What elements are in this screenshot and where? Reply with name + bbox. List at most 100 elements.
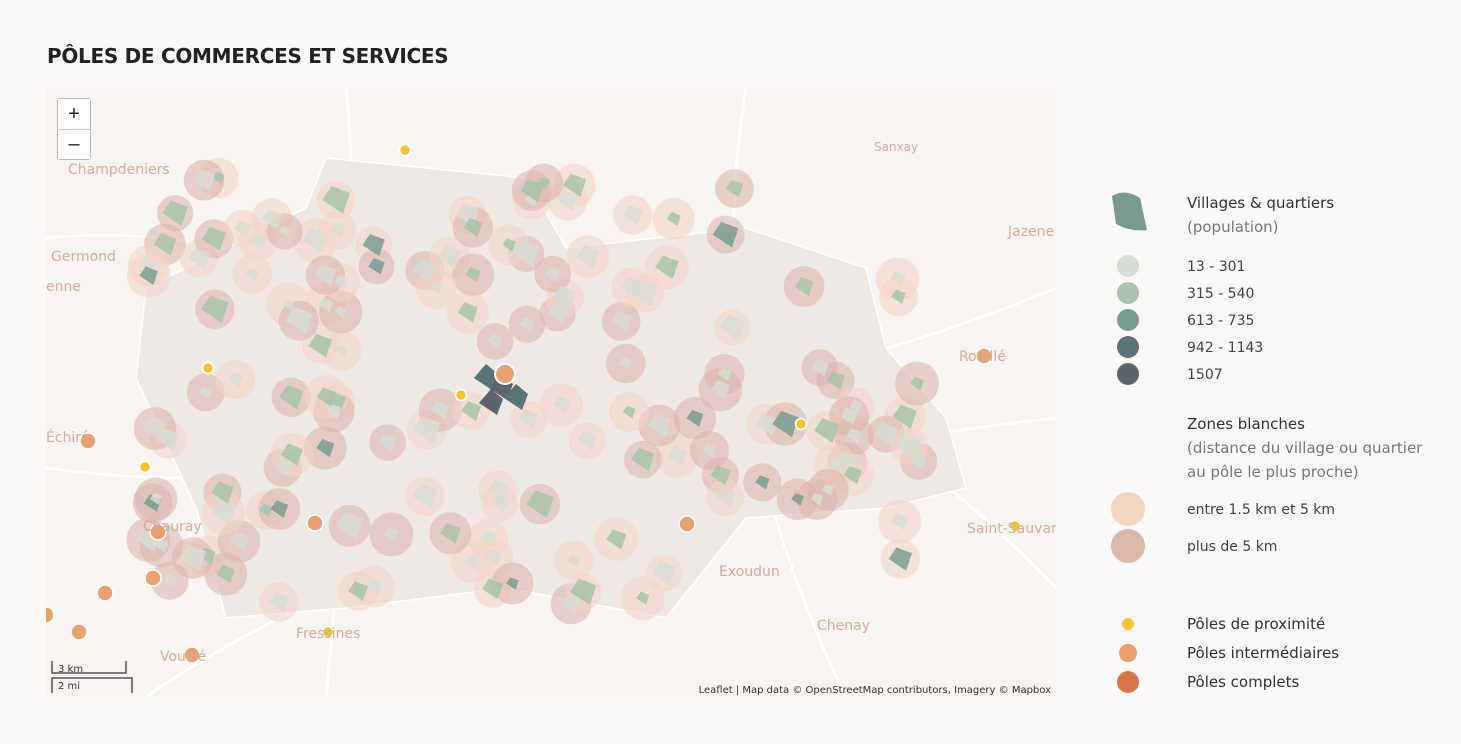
place-label: enne [46, 279, 81, 295]
pole-proximite [794, 417, 808, 431]
legend-label: Pôles complets [1187, 673, 1300, 691]
village-shape [270, 500, 289, 518]
village-shape [892, 404, 917, 429]
legend-swatch [1122, 618, 1134, 630]
legend-subtitle: (distance du village ou quartier [1187, 439, 1423, 457]
village-shape [519, 316, 535, 332]
village-shape [274, 459, 292, 477]
village-shape [686, 409, 704, 427]
place-label: Germond [51, 249, 116, 265]
pole-intermediaire [144, 569, 162, 587]
village-shape [487, 479, 508, 500]
scale-label: 2 mi [58, 681, 80, 692]
village-shape [440, 523, 461, 544]
village-shape [461, 401, 481, 421]
village-shape [710, 465, 731, 486]
place-label: Rouillé [959, 349, 1006, 365]
village-shape [179, 544, 207, 572]
scale-label: 3 km [58, 664, 83, 675]
village-shape [412, 415, 441, 444]
pole-proximite [454, 388, 468, 402]
village-shape [562, 173, 587, 197]
place-label: Exoudun [719, 564, 780, 580]
place-label: Jazene [1007, 224, 1054, 240]
pole-proximite [138, 460, 152, 474]
village-shape [891, 289, 906, 305]
place-label: Vouillé [160, 649, 206, 665]
title: PÔLES DE COMMERCES ET SERVICES [47, 44, 449, 68]
village-shape [302, 228, 328, 254]
place-label: Champdeniers [68, 162, 170, 178]
village-shape [322, 186, 350, 214]
legend-label: plus de 5 km [1187, 539, 1277, 555]
village-shape [843, 466, 862, 485]
village-shape [463, 218, 483, 237]
village-shape [814, 418, 839, 443]
poles [46, 143, 1022, 664]
village-shape [794, 277, 814, 296]
attribution-link[interactable]: Leaflet [699, 685, 733, 696]
village-shape [725, 179, 744, 198]
village-shape [712, 221, 739, 248]
village-shape [280, 443, 303, 466]
village-shape [285, 306, 313, 335]
village-shape [188, 247, 211, 269]
village-shape [791, 492, 804, 506]
village-shape [162, 200, 188, 226]
zoom-out[interactable]: – [58, 129, 90, 159]
village-shape [362, 233, 385, 257]
village-shape [318, 297, 333, 313]
legend-label: 315 - 540 [1187, 286, 1254, 302]
village-shape [465, 267, 481, 283]
village-shape [552, 396, 571, 414]
village-shape [561, 594, 581, 614]
village-shape [552, 286, 577, 310]
village-shape [474, 364, 498, 390]
village-shape [567, 553, 581, 568]
legend-label: Pôles intermédiaires [1187, 644, 1339, 662]
village-shape [506, 577, 519, 590]
village-shape [888, 547, 912, 571]
village-shape [719, 314, 746, 341]
pole-intermediaire [70, 623, 88, 641]
village-shape [348, 581, 368, 601]
village-shape [610, 310, 632, 332]
pole-intermediaire [975, 347, 993, 365]
village-shape [810, 493, 824, 506]
village-shape [412, 258, 437, 283]
village-shape [245, 267, 259, 281]
village-shape [714, 486, 736, 509]
village-shape [314, 264, 337, 287]
village-shape [228, 372, 243, 387]
village-shape [557, 190, 578, 211]
village-shape [479, 389, 503, 415]
village-shape [537, 176, 550, 190]
village-shape [483, 548, 502, 567]
village-shape [636, 591, 650, 605]
village-shape [874, 422, 898, 446]
village-shape [619, 356, 633, 371]
village-shape [308, 333, 332, 358]
village-shape [651, 560, 677, 586]
place-label: Fressines [296, 626, 360, 642]
village-shape [717, 367, 732, 382]
village-shape [755, 413, 778, 436]
attribution-text: | Map data © [733, 685, 806, 696]
village-shape [259, 503, 273, 517]
village-shape [570, 578, 597, 606]
zoom-in[interactable]: + [58, 99, 90, 129]
legend-swatch [1117, 363, 1139, 385]
attribution-link[interactable]: Mapbox [1012, 685, 1051, 696]
scale-bar: 3 km 2 mi [51, 661, 133, 693]
village-shape [576, 245, 600, 269]
village-shape [655, 255, 679, 280]
legend-swatch [1117, 282, 1139, 304]
village-shape [329, 222, 346, 239]
pole-proximite [398, 143, 412, 157]
legend-label: 613 - 735 [1187, 313, 1254, 329]
village-shape [335, 512, 364, 540]
attribution-link[interactable]: OpenStreetMap [806, 685, 884, 696]
village-shape [547, 303, 568, 324]
legend-label: 942 - 1143 [1187, 340, 1263, 356]
village-shape [512, 240, 540, 268]
